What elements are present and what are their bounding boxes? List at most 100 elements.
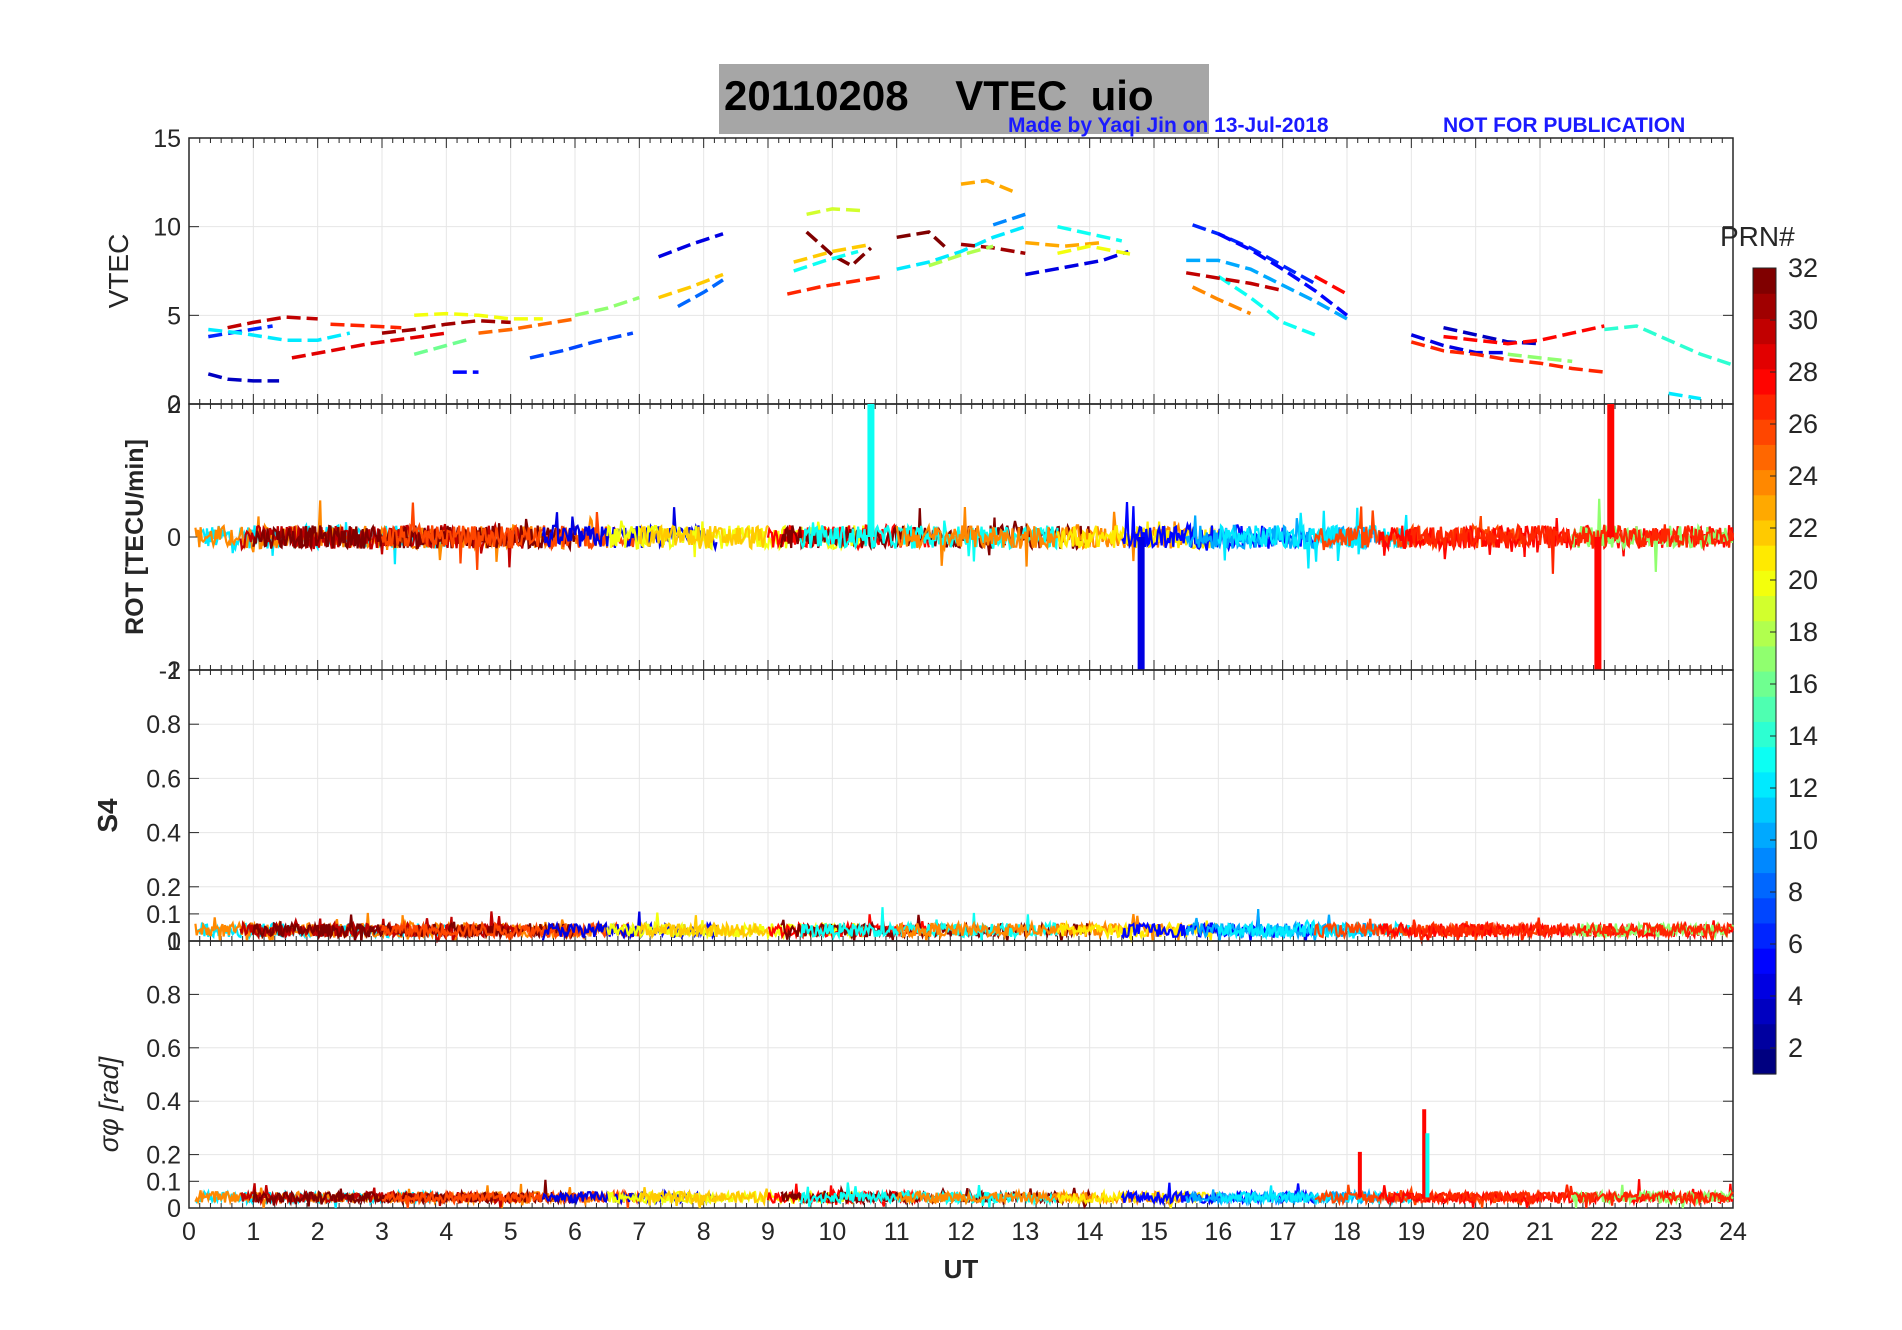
vtec-trace (1313, 274, 1348, 296)
colorbar-tick-label: 6 (1788, 929, 1803, 959)
colorbar-cell (1753, 595, 1776, 622)
vtec-trace (896, 230, 950, 251)
x-tick-label: 16 (1204, 1218, 1232, 1246)
sigma-ylabel: σφ [rad] (94, 1055, 124, 1152)
x-tick-label: 22 (1590, 1218, 1618, 1246)
colorbar-tick-label: 28 (1788, 357, 1818, 387)
colorbar-cell (1753, 645, 1776, 672)
x-tick-label: 5 (504, 1218, 518, 1246)
figure-title: 20110208 VTEC uio (724, 72, 1154, 120)
s4-panel: 00.10.2 0.4 0.6 0.8 1 S4 (92, 657, 1735, 956)
y-tick-label: 0.8 (146, 711, 181, 739)
y-tick-label: 1 (167, 928, 181, 956)
colorbar-cell (1753, 696, 1776, 722)
vtec-trace (207, 372, 280, 383)
y-tick-label: 2 (167, 391, 181, 419)
y-tick-label: 0.6 (146, 1035, 181, 1063)
colorbar-tick-label: 14 (1788, 721, 1818, 751)
vtec-trace (1668, 391, 1702, 401)
title-date: 20110208 (724, 72, 909, 119)
x-tick-label: 9 (761, 1218, 775, 1246)
colorbar-cell (1753, 671, 1776, 697)
x-tick-label: 0 (182, 1218, 196, 1246)
colorbar-cell (1753, 268, 1776, 294)
vtec-trace (208, 327, 351, 342)
y-tick-label: 5 (167, 302, 181, 330)
x-tick-label: 1 (246, 1218, 260, 1246)
vtec-trace (657, 232, 724, 259)
s4-ylabel: S4 (92, 798, 123, 833)
vtec-trace (414, 311, 543, 321)
vtec-trace (896, 225, 1026, 271)
colorbar-cell (1753, 570, 1776, 597)
vtec-trace (1443, 324, 1605, 346)
prn-trace (380, 502, 641, 570)
vtec-trace (291, 331, 447, 360)
colorbar-tick-label: 22 (1788, 513, 1818, 543)
colorbar-cell (1753, 948, 1776, 974)
colorbar-cell (1753, 1023, 1776, 1050)
vtec-trace (960, 178, 1014, 193)
y-tick-label: 0.1 (146, 901, 181, 929)
colorbar-tick-label: 16 (1788, 669, 1818, 699)
vtec-trace (1185, 271, 1284, 293)
colorbar-tick-label: 10 (1788, 825, 1818, 855)
title-background (719, 64, 1209, 134)
y-tick-label: 0.4 (146, 820, 181, 848)
vtec-trace (793, 242, 872, 264)
colorbar-tick-label: 26 (1788, 409, 1818, 439)
y-tick-label: 1 (167, 657, 181, 685)
prn-trace (1217, 1185, 1412, 1207)
vtec-trace (330, 322, 402, 330)
y-tick-label: 0.1 (146, 1168, 181, 1196)
vtec-trace (1057, 244, 1136, 257)
colorbar-cell (1753, 1048, 1776, 1075)
prn-trace (1410, 523, 1735, 574)
colorbar-cell (1753, 822, 1776, 848)
vtec-trace (227, 315, 318, 330)
colorbar-tick-label: 4 (1788, 981, 1803, 1011)
x-tick-label: 7 (632, 1218, 646, 1246)
colorbar-label: PRN# (1720, 221, 1795, 252)
x-tick-label: 14 (1076, 1218, 1104, 1246)
vtec-trace (786, 274, 885, 296)
x-tick-label: 15 (1140, 1218, 1168, 1246)
colorbar-cell (1753, 368, 1776, 395)
x-tick-label: 17 (1269, 1218, 1297, 1246)
colorbar-cell (1753, 973, 1776, 1000)
title-station: uio (1090, 72, 1154, 119)
colorbar-cell (1753, 393, 1776, 420)
y-tick-label: 0.4 (146, 1088, 181, 1116)
colorbar-cell (1753, 293, 1776, 319)
colorbar-tick-label: 24 (1788, 461, 1818, 491)
vtec-trace (1025, 240, 1103, 248)
y-tick-label: 0 (167, 928, 181, 956)
y-tick-label: 0 (167, 391, 181, 419)
vtec-trace (574, 295, 640, 318)
rot-ylabel: ROT [TECU/min] (121, 439, 149, 635)
colorbar-cell (1753, 545, 1776, 571)
colorbar-cell (1753, 494, 1776, 521)
vtec-trace (793, 249, 859, 273)
colorbar-cell (1753, 519, 1776, 546)
vtec-trace (1057, 224, 1123, 243)
prn-trace (799, 907, 1059, 942)
y-tick-label: 0.6 (146, 765, 181, 793)
prn-trace (895, 913, 1188, 942)
vtec-trace (677, 278, 724, 309)
colorbar-tick-label: 2 (1788, 1033, 1803, 1063)
colorbar-cell (1753, 872, 1776, 899)
y-tick-label: 15 (153, 125, 181, 153)
x-tick-label: 8 (697, 1218, 711, 1246)
colorbar-cell (1753, 343, 1776, 370)
vtec-trace (1024, 249, 1129, 277)
colorbar-cell (1753, 318, 1776, 345)
vtec-ylabel: VTEC (103, 234, 134, 309)
x-tick-label: 10 (818, 1218, 846, 1246)
vtec-trace (1186, 258, 1348, 321)
x-tick-label: 24 (1719, 1218, 1747, 1246)
vtec-trace (806, 207, 865, 217)
vtec-trace (1217, 232, 1349, 317)
